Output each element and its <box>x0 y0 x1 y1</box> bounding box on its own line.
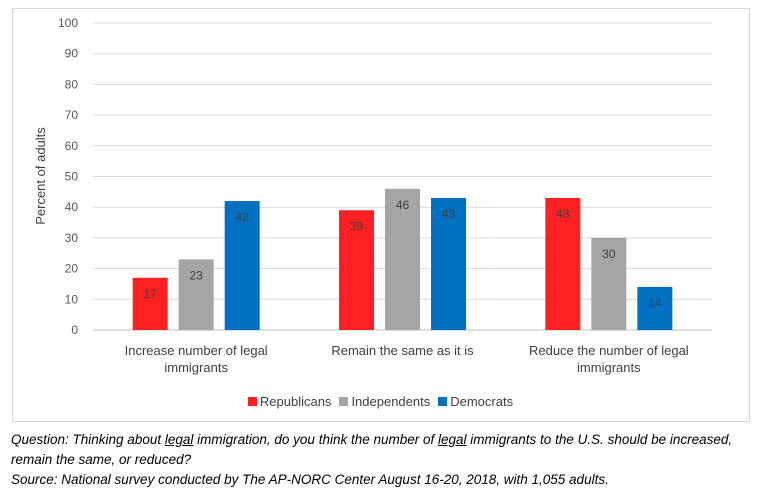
question-text: Question: Thinking about legal immigrati… <box>11 430 756 470</box>
y-tick-label: 70 <box>65 108 79 122</box>
category-label: Increase number of legal <box>125 343 268 358</box>
bar-democrats <box>637 287 673 330</box>
data-label: 42 <box>235 210 249 224</box>
legend-item-independents: Independents <box>339 394 430 409</box>
y-tick-label: 30 <box>65 231 79 245</box>
bar-republicans <box>339 210 374 330</box>
legend-swatch <box>247 397 257 406</box>
question-part-1: Question: Thinking about <box>11 432 165 447</box>
chart-caption: Question: Thinking about legal immigrati… <box>11 430 756 490</box>
legend-item-democrats: Democrats <box>438 394 513 409</box>
legend-label: Democrats <box>450 394 514 409</box>
legend-label: Republicans <box>259 394 332 409</box>
y-tick-label: 60 <box>65 139 79 153</box>
question-legal-1: legal <box>164 432 194 447</box>
category-label: immigrants <box>164 360 228 375</box>
bar-independents <box>591 237 627 330</box>
chart-frame <box>12 8 750 422</box>
bar-republicans <box>545 197 581 330</box>
bar-independents <box>178 259 214 330</box>
y-tick-label: 50 <box>65 170 79 184</box>
bar-republicans <box>132 277 168 330</box>
y-tick-label: 10 <box>65 292 79 306</box>
y-tick-label: 90 <box>65 47 79 61</box>
bar-democrats <box>431 197 466 330</box>
chart-legend: Republicans Independents Democrats <box>0 394 761 409</box>
y-tick-label: 100 <box>58 16 78 30</box>
category-label: Reduce the number of legal <box>529 343 689 358</box>
y-axis-label: Percent of adults <box>33 127 48 225</box>
y-tick-label: 20 <box>65 262 79 276</box>
legend-swatch <box>438 397 448 406</box>
legend-label: Independents <box>351 394 431 409</box>
data-label: 43 <box>442 207 456 221</box>
y-tick-label: 80 <box>65 77 79 91</box>
category-label: immigrants <box>577 360 641 375</box>
data-label: 23 <box>189 268 203 282</box>
data-label: 30 <box>602 247 616 261</box>
data-label: 17 <box>143 287 157 301</box>
source-text: Source: National survey conducted by The… <box>11 472 609 487</box>
bar-chart: 0 10 20 30 40 50 60 70 80 90 100 Percent of adults 1… <box>33 16 712 375</box>
question-part-3: immigrants to the U.S. should be increas… <box>11 432 733 467</box>
bar-democrats <box>224 201 260 330</box>
data-label: 43 <box>556 207 570 221</box>
y-tick-label: 40 <box>65 200 79 214</box>
legend-item-republicans: Republicans <box>247 394 332 409</box>
question-legal-2: legal <box>438 432 467 447</box>
legend-swatch <box>339 397 349 406</box>
question-part-2: immigration, do you think the number of <box>193 432 439 447</box>
data-label: 39 <box>350 219 364 233</box>
y-tick-label: 0 <box>71 323 78 337</box>
category-label: Remain the same as it is <box>331 343 474 358</box>
data-label: 46 <box>396 198 410 212</box>
data-label: 14 <box>648 296 662 310</box>
bar-independents <box>385 188 420 330</box>
